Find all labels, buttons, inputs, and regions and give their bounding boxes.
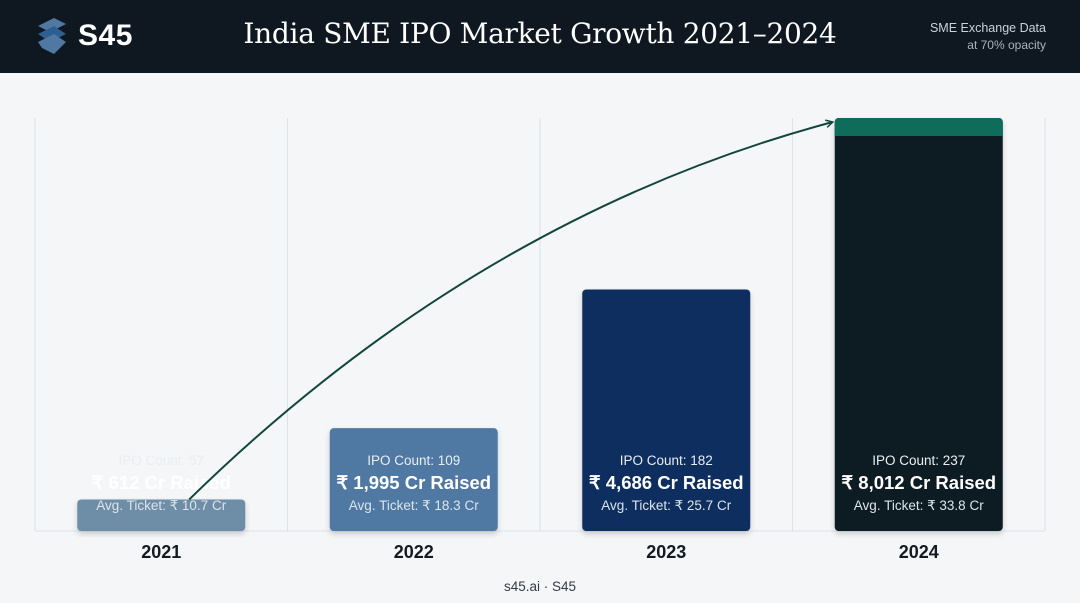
- bar-count-label: IPO Count: 57: [118, 453, 204, 468]
- bar-raised-label: ₹ 4,686 Cr Raised: [589, 472, 744, 493]
- header-bar: S45 India SME IPO Market Growth 2021–202…: [0, 0, 1080, 73]
- bar-2023: [582, 289, 751, 531]
- brand: S45: [34, 16, 133, 56]
- x-tick-label: 2021: [141, 542, 181, 562]
- bar-ticket-label: Avg. Ticket: ₹ 18.3 Cr: [349, 498, 479, 513]
- bar-2021: [77, 499, 246, 531]
- bar-ticket-label: Avg. Ticket: ₹ 10.7 Cr: [96, 498, 226, 513]
- s45-logo-icon: [38, 18, 66, 54]
- x-tick-label: 2022: [394, 542, 434, 562]
- note-line-1: SME Exchange Data: [929, 21, 1046, 35]
- bar-2022: [329, 428, 498, 531]
- bar-count-label: IPO Count: 109: [367, 453, 460, 468]
- x-tick-label: 2024: [899, 542, 939, 562]
- brand-name: S45: [78, 19, 133, 52]
- bar-2024: [834, 118, 1003, 531]
- bar-raised-label: ₹ 612 Cr Raised: [92, 472, 231, 493]
- trend-arrow: [188, 122, 833, 501]
- bar-ticket-label: Avg. Ticket: ₹ 25.7 Cr: [601, 498, 731, 513]
- page-title: India SME IPO Market Growth 2021–2024: [243, 17, 837, 50]
- footer-credit: s45.ai · S45: [503, 579, 577, 594]
- x-tick-label: 2023: [646, 542, 686, 562]
- bar-ticket-label: Avg. Ticket: ₹ 33.8 Cr: [854, 498, 984, 513]
- data-source-note: SME Exchange Data at 70% opacity: [930, 20, 1046, 54]
- bar-raised-label: ₹ 1,995 Cr Raised: [336, 472, 491, 493]
- bar-cap-fill: [834, 128, 1003, 136]
- bar-count-label: IPO Count: 237: [872, 453, 965, 468]
- note-line-2: at 70% opacity: [967, 38, 1046, 52]
- bar-raised-label: ₹ 8,012 Cr Raised: [841, 472, 996, 493]
- bar-count-label: IPO Count: 182: [620, 453, 713, 468]
